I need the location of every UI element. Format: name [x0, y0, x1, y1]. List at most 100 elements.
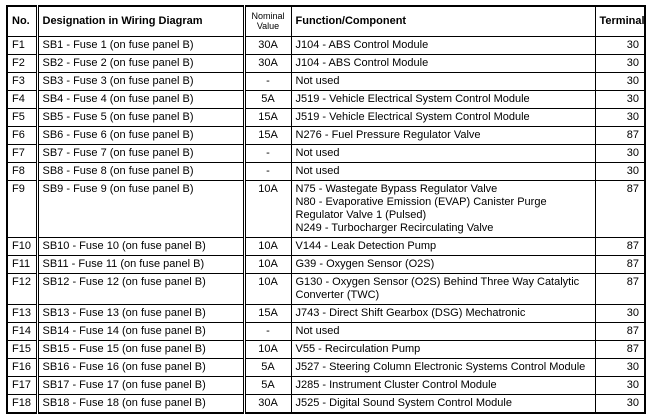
cell-function: J104 - ABS Control Module — [290, 35, 596, 55]
cell-designation: SB9 - Fuse 9 (on fuse panel B) — [35, 179, 245, 238]
cell-terminal: 30 — [594, 357, 646, 377]
cell-nominal-value: 30A — [242, 35, 292, 55]
fuse-row: F4 SB4 - Fuse 4 (on fuse panel B) 5A J51… — [6, 89, 646, 109]
function-line: J519 - Vehicle Electrical System Control… — [295, 92, 530, 105]
cell-terminal: 30 — [594, 53, 646, 73]
cell-terminal: 30 — [594, 161, 646, 181]
header-row: No. Designation in Wiring Diagram Nomina… — [6, 5, 646, 37]
cell-terminal: 87 — [594, 254, 646, 274]
cell-function: V144 - Leak Detection Pump — [290, 236, 596, 256]
cell-designation: SB10 - Fuse 10 (on fuse panel B) — [35, 236, 245, 256]
fuse-row: F16 SB16 - Fuse 16 (on fuse panel B) 5A … — [6, 357, 646, 377]
cell-function: N75 - Wastegate Bypass Regulator Valve N8… — [290, 179, 596, 238]
cell-terminal: 30 — [594, 35, 646, 55]
cell-function: V55 - Recirculation Pump — [290, 339, 596, 359]
cell-nominal-value: 5A — [242, 375, 292, 395]
cell-designation: SB14 - Fuse 14 (on fuse panel B) — [35, 321, 245, 341]
cell-nominal-value: 5A — [242, 89, 292, 109]
cell-designation: SB1 - Fuse 1 (on fuse panel B) — [35, 35, 245, 55]
function-line: J285 - Instrument Cluster Control Module — [295, 378, 497, 391]
cell-function: Not used — [290, 71, 596, 91]
cell-terminal: 87 — [594, 321, 646, 341]
function-line: J527 - Steering Column Electronic System… — [295, 360, 586, 373]
function-line: J104 - ABS Control Module — [295, 56, 429, 69]
function-line: J519 - Vehicle Electrical System Control… — [295, 110, 530, 123]
function-line: G130 - Oxygen Sensor (O2S) Behind Three … — [295, 275, 580, 301]
cell-terminal: 87 — [594, 272, 646, 305]
fuse-row: F10 SB10 - Fuse 10 (on fuse panel B) 10A… — [6, 236, 646, 256]
fuse-row: F12 SB12 - Fuse 12 (on fuse panel B) 10A… — [6, 272, 646, 305]
fuse-row: F6 SB6 - Fuse 6 (on fuse panel B) 15A N2… — [6, 125, 646, 145]
cell-designation: SB2 - Fuse 2 (on fuse panel B) — [35, 53, 245, 73]
fuse-row: F11 SB11 - Fuse 11 (on fuse panel B) 10A… — [6, 254, 646, 274]
cell-fuse-no: F12 — [6, 272, 38, 305]
cell-fuse-no: F3 — [6, 71, 38, 91]
cell-fuse-no: F6 — [6, 125, 38, 145]
fuse-table-header: No. Designation in Wiring Diagram Nomina… — [6, 5, 646, 37]
header-no: No. — [6, 5, 38, 37]
function-line: J104 - ABS Control Module — [295, 38, 429, 51]
fuse-row: F14 SB14 - Fuse 14 (on fuse panel B) - N… — [6, 321, 646, 341]
cell-nominal-value: 10A — [242, 254, 292, 274]
cell-function: Not used — [290, 321, 596, 341]
cell-function: J519 - Vehicle Electrical System Control… — [290, 89, 596, 109]
cell-fuse-no: F13 — [6, 303, 38, 323]
fuse-row: F9 SB9 - Fuse 9 (on fuse panel B) 10A N7… — [6, 179, 646, 238]
cell-terminal: 30 — [594, 89, 646, 109]
header-terminal: Terminal — [594, 5, 646, 37]
function-line: G39 - Oxygen Sensor (O2S) — [295, 257, 435, 270]
cell-nominal-value: - — [242, 321, 292, 341]
cell-nominal-value: 15A — [242, 303, 292, 323]
cell-terminal: 30 — [594, 107, 646, 127]
cell-fuse-no: F16 — [6, 357, 38, 377]
function-line: V55 - Recirculation Pump — [295, 342, 421, 355]
cell-designation: SB17 - Fuse 17 (on fuse panel B) — [35, 375, 245, 395]
function-line: Not used — [295, 74, 340, 87]
cell-designation: SB7 - Fuse 7 (on fuse panel B) — [35, 143, 245, 163]
cell-function: J519 - Vehicle Electrical System Control… — [290, 107, 596, 127]
cell-function: J525 - Digital Sound System Control Modu… — [290, 393, 596, 413]
function-line: Not used — [295, 164, 340, 177]
cell-fuse-no: F5 — [6, 107, 38, 127]
cell-nominal-value: 30A — [242, 53, 292, 73]
cell-function: N276 - Fuel Pressure Regulator Valve — [290, 125, 596, 145]
cell-nominal-value: 15A — [242, 125, 292, 145]
function-line: V144 - Leak Detection Pump — [295, 239, 437, 252]
fuse-row: F15 SB15 - Fuse 15 (on fuse panel B) 10A… — [6, 339, 646, 359]
cell-function: J743 - Direct Shift Gearbox (DSG) Mechat… — [290, 303, 596, 323]
header-nominal-value: Nominal Value — [242, 5, 292, 37]
cell-designation: SB18 - Fuse 18 (on fuse panel B) — [35, 393, 245, 413]
cell-nominal-value: 30A — [242, 393, 292, 413]
cell-fuse-no: F17 — [6, 375, 38, 395]
fuse-assignment-table: No. Designation in Wiring Diagram Nomina… — [6, 5, 646, 414]
cell-fuse-no: F9 — [6, 179, 38, 238]
cell-fuse-no: F15 — [6, 339, 38, 359]
cell-designation: SB8 - Fuse 8 (on fuse panel B) — [35, 161, 245, 181]
cell-nominal-value: - — [242, 71, 292, 91]
cell-fuse-no: F8 — [6, 161, 38, 181]
fuse-row: F17 SB17 - Fuse 17 (on fuse panel B) 5A … — [6, 375, 646, 395]
fuse-row: F2 SB2 - Fuse 2 (on fuse panel B) 30A J1… — [6, 53, 646, 73]
cell-terminal: 30 — [594, 71, 646, 91]
cell-designation: SB16 - Fuse 16 (on fuse panel B) — [35, 357, 245, 377]
cell-designation: SB5 - Fuse 5 (on fuse panel B) — [35, 107, 245, 127]
cell-terminal: 30 — [594, 143, 646, 163]
cell-terminal: 87 — [594, 179, 646, 238]
cell-nominal-value: 10A — [242, 339, 292, 359]
cell-fuse-no: F4 — [6, 89, 38, 109]
function-line: N80 - Evaporative Emission (EVAP) Canist… — [295, 195, 547, 221]
cell-fuse-no: F14 — [6, 321, 38, 341]
cell-function: J104 - ABS Control Module — [290, 53, 596, 73]
function-line: N75 - Wastegate Bypass Regulator Valve — [295, 182, 498, 195]
cell-terminal: 87 — [594, 236, 646, 256]
cell-fuse-no: F1 — [6, 35, 38, 55]
function-line: N276 - Fuel Pressure Regulator Valve — [295, 128, 481, 141]
fuse-row: F3 SB3 - Fuse 3 (on fuse panel B) - Not … — [6, 71, 646, 91]
fuse-row: F5 SB5 - Fuse 5 (on fuse panel B) 15A J5… — [6, 107, 646, 127]
cell-nominal-value: - — [242, 143, 292, 163]
fuse-row: F8 SB8 - Fuse 8 (on fuse panel B) - Not … — [6, 161, 646, 181]
cell-designation: SB3 - Fuse 3 (on fuse panel B) — [35, 71, 245, 91]
fuse-row: F1 SB1 - Fuse 1 (on fuse panel B) 30A J1… — [6, 35, 646, 55]
cell-terminal: 87 — [594, 125, 646, 145]
